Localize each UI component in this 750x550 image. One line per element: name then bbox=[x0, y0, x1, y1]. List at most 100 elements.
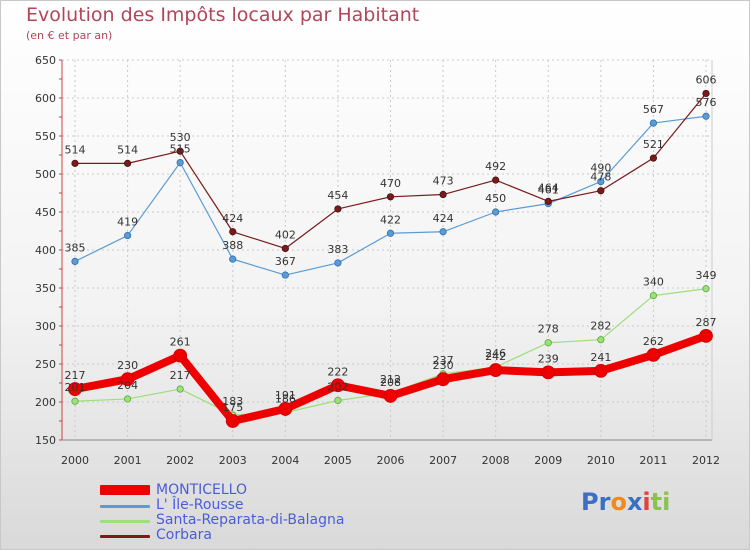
legend-item-ile-rousse: L' Île-Rousse bbox=[100, 497, 400, 514]
data-label: 204 bbox=[117, 379, 138, 392]
data-point bbox=[176, 159, 184, 167]
data-point bbox=[331, 378, 345, 393]
y-tick-label: 350 bbox=[35, 282, 56, 295]
data-point bbox=[541, 365, 556, 380]
data-label: 246 bbox=[485, 347, 506, 360]
data-label: 576 bbox=[696, 96, 717, 109]
legend-swatch bbox=[100, 535, 150, 538]
data-label: 492 bbox=[485, 160, 506, 173]
axes: 150 200 250 300 350 400 450 500 550 600 650 2000 200… bbox=[35, 54, 720, 467]
data-label: 208 bbox=[380, 376, 401, 389]
data-point bbox=[281, 271, 289, 279]
data-label: 461 bbox=[538, 184, 559, 197]
x-tick-label: 2005 bbox=[324, 454, 352, 467]
logo-letters: o bbox=[610, 488, 627, 516]
data-point bbox=[173, 348, 188, 363]
data-point bbox=[123, 231, 132, 240]
x-tick-label: 2008 bbox=[482, 454, 510, 467]
data-label: 424 bbox=[433, 212, 454, 225]
data-point bbox=[492, 176, 500, 184]
data-label: 454 bbox=[327, 189, 348, 202]
data-label: 515 bbox=[170, 143, 191, 156]
data-label: 478 bbox=[590, 171, 611, 184]
y-tick-label: 500 bbox=[35, 168, 56, 181]
data-label: 521 bbox=[643, 138, 664, 151]
data-point bbox=[702, 89, 710, 98]
legend-item-monticello: MONTICELLO bbox=[100, 482, 400, 499]
data-label: 470 bbox=[380, 177, 401, 190]
data-label: 191 bbox=[275, 389, 296, 402]
data-label: 340 bbox=[643, 276, 664, 289]
data-point bbox=[120, 372, 135, 387]
data-label: 349 bbox=[696, 269, 717, 282]
data-label: 367 bbox=[275, 255, 296, 268]
proxiti-logo: Proxiti bbox=[581, 488, 670, 516]
data-label: 424 bbox=[222, 212, 243, 225]
data-point bbox=[334, 205, 342, 213]
logo-letters: x bbox=[626, 488, 643, 516]
data-label: 530 bbox=[170, 131, 191, 144]
data-label: 278 bbox=[538, 323, 559, 336]
legend-swatch bbox=[100, 520, 150, 523]
logo-letters: ti bbox=[650, 488, 671, 516]
data-label: 202 bbox=[327, 380, 348, 393]
data-label: 388 bbox=[222, 239, 243, 252]
data-point bbox=[71, 159, 79, 167]
data-label: 217 bbox=[170, 369, 191, 382]
y-tick-label: 250 bbox=[35, 358, 56, 371]
data-point bbox=[123, 159, 132, 167]
y-tick-label: 650 bbox=[35, 54, 56, 67]
data-point bbox=[334, 259, 342, 267]
data-label: 222 bbox=[327, 365, 348, 378]
data-point bbox=[488, 363, 503, 377]
y-tick-label: 200 bbox=[35, 396, 56, 409]
data-point bbox=[646, 347, 661, 362]
data-point bbox=[699, 328, 713, 343]
legend-label: MONTICELLO bbox=[156, 482, 247, 498]
x-tick-label: 2002 bbox=[166, 454, 194, 467]
data-label: 241 bbox=[590, 351, 611, 364]
y-tick-label: 150 bbox=[35, 434, 56, 447]
data-label: 242 bbox=[485, 350, 506, 363]
data-point bbox=[278, 401, 293, 416]
data-label: 212 bbox=[380, 373, 401, 386]
data-point bbox=[597, 187, 605, 195]
data-label: 422 bbox=[380, 213, 401, 226]
data-label: 419 bbox=[117, 216, 138, 229]
grid bbox=[62, 59, 712, 441]
x-tick-label: 2004 bbox=[271, 454, 299, 467]
data-point bbox=[225, 414, 240, 428]
data-point bbox=[649, 291, 658, 300]
x-tick-label: 2001 bbox=[114, 454, 142, 467]
data-point bbox=[229, 228, 237, 236]
y-tick-label: 300 bbox=[35, 320, 56, 333]
data-label: 514 bbox=[65, 143, 86, 156]
data-label: 186 bbox=[275, 393, 296, 406]
data-label: 261 bbox=[170, 336, 191, 349]
legend-item-santa-reparata: Santa-Reparata-di-Balagna bbox=[100, 512, 400, 529]
data-point bbox=[649, 154, 658, 162]
x-tick-label: 2010 bbox=[587, 454, 615, 467]
x-tick-label: 2009 bbox=[534, 454, 562, 467]
data-point bbox=[597, 336, 605, 344]
data-point bbox=[334, 396, 342, 405]
data-point bbox=[439, 190, 447, 199]
x-tick-label: 2007 bbox=[429, 454, 457, 467]
data-point bbox=[386, 229, 395, 237]
data-point bbox=[436, 372, 450, 387]
x-tick-label: 2003 bbox=[219, 454, 247, 467]
data-point bbox=[229, 255, 237, 263]
y-tick-label: 550 bbox=[35, 130, 56, 143]
data-label: 450 bbox=[485, 192, 506, 205]
data-label: 217 bbox=[65, 369, 86, 382]
logo-letters: i bbox=[642, 488, 651, 516]
data-point bbox=[281, 244, 289, 253]
data-label: 567 bbox=[643, 103, 664, 116]
logo-letters: Pr bbox=[581, 488, 611, 516]
data-label: 201 bbox=[65, 381, 86, 394]
chart-subtitle: (en € et par an) bbox=[26, 29, 113, 42]
data-label: 230 bbox=[433, 359, 454, 372]
legend-label: Corbara bbox=[156, 527, 212, 543]
